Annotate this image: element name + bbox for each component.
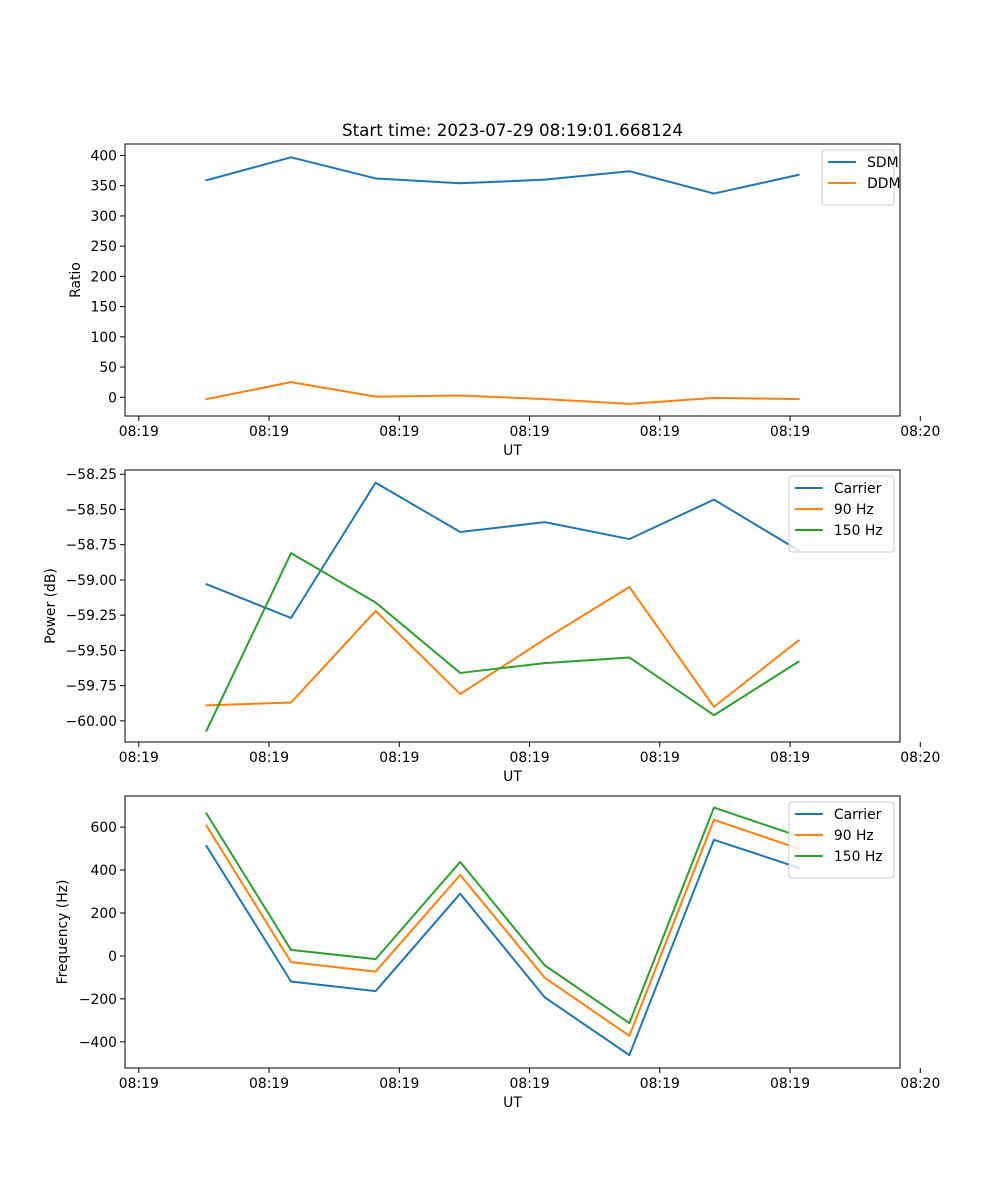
ratio-y-tick-label: 150 xyxy=(90,300,117,316)
power-y-tick-label: −59.75 xyxy=(66,679,117,695)
ratio-series-ddm xyxy=(205,381,800,405)
power-series-150-hz xyxy=(205,552,800,733)
power-chart: 08:19 08:19 08:19 08:19 08:19 08:19 08:20 −60.0… xyxy=(43,467,940,785)
frequency-y-tick-label: 0 xyxy=(108,949,117,965)
ratio-x-axis-label: UT xyxy=(503,443,522,459)
frequency-legend: Carrier 90 Hz 150 Hz xyxy=(788,801,895,879)
power-axes-frame xyxy=(124,469,901,743)
ratio-series-sdm xyxy=(205,156,800,195)
ratio-y-tick-label: 400 xyxy=(90,148,117,164)
frequency-y-tick-label: 600 xyxy=(90,820,117,836)
power-legend: Carrier 90 Hz 150 Hz xyxy=(788,475,895,553)
power-legend-box xyxy=(788,475,895,553)
frequency-x-tick-label: 08:19 xyxy=(510,1076,550,1092)
power-x-tick-label: 08:19 xyxy=(510,750,550,766)
frequency-legend-box xyxy=(788,801,895,879)
frequency-legend-label-90-hz: 90 Hz xyxy=(834,828,874,844)
frequency-legend-label-150-hz: 150 Hz xyxy=(834,849,883,865)
frequency-x-axis-label: UT xyxy=(503,1095,522,1111)
ratio-legend-label-ddm: DDM xyxy=(867,176,900,192)
power-y-tick-label: −59.50 xyxy=(66,643,117,659)
ratio-y-tick-label: 300 xyxy=(90,209,117,225)
power-x-tick-label: 08:20 xyxy=(900,750,940,766)
power-y-tick-label: −58.75 xyxy=(66,538,117,554)
ratio-y-tick-label: 250 xyxy=(90,239,117,255)
frequency-x-tick-label: 08:19 xyxy=(379,1076,419,1092)
power-y-tick-label: −59.00 xyxy=(66,573,117,589)
frequency-chart: 08:19 08:19 08:19 08:19 08:19 08:19 08:20 −400 −… xyxy=(55,795,940,1111)
frequency-x-tick-label: 08:19 xyxy=(119,1076,159,1092)
frequency-x-tick-label: 08:19 xyxy=(640,1076,680,1092)
frequency-legend-label-carrier: Carrier xyxy=(834,807,882,823)
ratio-chart-title: Start time: 2023-07-29 08:19:01.668124 xyxy=(342,120,683,140)
frequency-x-tick-label: 08:19 xyxy=(249,1076,289,1092)
frequency-x-tick-label: 08:20 xyxy=(900,1076,940,1092)
ratio-x-tick-label: 08:19 xyxy=(119,424,159,440)
power-y-axis-label: Power (dB) xyxy=(43,568,59,644)
ratio-y-tick-label: 200 xyxy=(90,269,117,285)
frequency-y-tick-label: 200 xyxy=(90,906,117,922)
frequency-y-tick-label: −400 xyxy=(79,1035,117,1051)
power-series-carrier xyxy=(205,481,800,619)
frequency-series-carrier xyxy=(205,838,800,1057)
ratio-y-axis-label: Ratio xyxy=(68,262,84,298)
power-series-90-hz xyxy=(205,585,800,708)
frequency-x-tick-label: 08:19 xyxy=(770,1076,810,1092)
ratio-axes-frame xyxy=(124,143,901,417)
ratio-legend-box xyxy=(821,149,895,206)
power-y-tick-label: −58.25 xyxy=(66,467,117,483)
power-x-axis-label: UT xyxy=(503,769,522,785)
ratio-x-tick-label: 08:19 xyxy=(510,424,550,440)
power-y-tick-label: −58.50 xyxy=(66,502,117,518)
ratio-x-tick-label: 08:19 xyxy=(249,424,289,440)
frequency-series-150-hz xyxy=(205,806,800,1025)
ratio-x-tick-label: 08:19 xyxy=(770,424,810,440)
ratio-y-tick-label: 50 xyxy=(99,360,117,376)
frequency-y-tick-label: 400 xyxy=(90,863,117,879)
power-x-tick-label: 08:19 xyxy=(770,750,810,766)
frequency-y-axis-label: Frequency (Hz) xyxy=(55,880,71,985)
ratio-x-tick-label: 08:19 xyxy=(379,424,419,440)
ratio-y-tick-label: 0 xyxy=(108,390,117,406)
power-y-tick-label: −59.25 xyxy=(66,608,117,624)
ratio-y-tick-label: 100 xyxy=(90,330,117,346)
frequency-axes-frame xyxy=(124,795,901,1069)
power-x-tick-label: 08:19 xyxy=(379,750,419,766)
ratio-legend: SDM DDM xyxy=(821,149,900,206)
frequency-series-90-hz xyxy=(205,818,800,1037)
power-y-tick-label: −60.00 xyxy=(66,714,117,730)
power-x-tick-label: 08:19 xyxy=(249,750,289,766)
frequency-y-tick-label: −200 xyxy=(79,992,117,1008)
ratio-chart: 08:19 08:19 08:19 08:19 08:19 08:19 08:20 0 50 10… xyxy=(68,120,940,459)
power-legend-label-90-hz: 90 Hz xyxy=(834,502,874,518)
power-legend-label-carrier: Carrier xyxy=(834,481,882,497)
ratio-y-tick-label: 350 xyxy=(90,179,117,195)
power-legend-label-150-hz: 150 Hz xyxy=(834,523,883,539)
power-x-tick-label: 08:19 xyxy=(119,750,159,766)
ratio-x-tick-label: 08:20 xyxy=(900,424,940,440)
ratio-x-tick-label: 08:19 xyxy=(640,424,680,440)
power-x-tick-label: 08:19 xyxy=(640,750,680,766)
ratio-legend-label-sdm: SDM xyxy=(867,155,899,171)
